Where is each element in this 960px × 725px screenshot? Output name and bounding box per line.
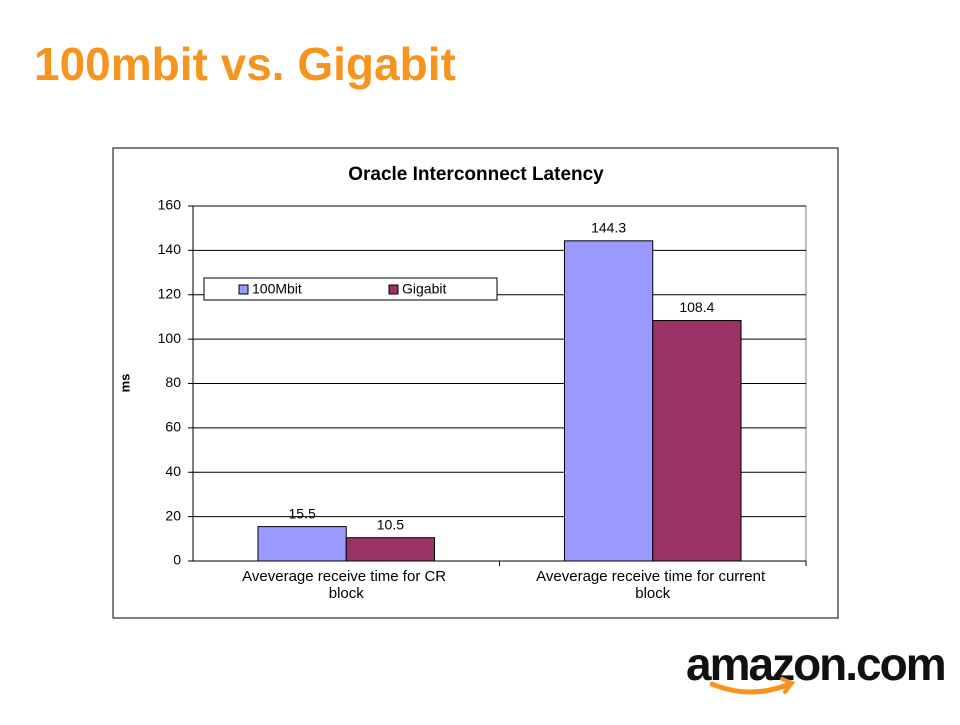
- x-tick-label-line: block: [329, 585, 365, 602]
- plot: 0 20 40 60 80 100 120 140 160 Aveverage receive t…: [158, 197, 807, 602]
- logo-arrow: [780, 677, 796, 694]
- bar: [345, 537, 436, 562]
- y-tick-label: 100: [158, 330, 182, 346]
- x-tick-label-line: Aveverage receive time for current: [536, 568, 769, 585]
- y-tick-label: 0: [173, 552, 181, 568]
- x-tick-label-line: Aveverage receive time for CR: [242, 568, 450, 585]
- slide-title: 100mbit vs. Gigabit: [34, 38, 456, 90]
- x-tick-label-line: block: [635, 585, 671, 602]
- logo-smile: [709, 681, 793, 695]
- legend-swatch: [388, 284, 399, 295]
- legend-label: Gigabit: [402, 281, 446, 297]
- bar: [563, 240, 654, 562]
- value-label: 15.5: [288, 505, 315, 521]
- chart-title: Oracle Interconnect Latency: [348, 164, 604, 185]
- legend-box: [203, 277, 498, 301]
- y-tick-label: 140: [158, 241, 182, 257]
- y-tick-label: 60: [165, 419, 181, 435]
- y-tick-label: 40: [165, 463, 181, 479]
- x-tick-label: Aveverage receive time for CR block: [242, 568, 450, 602]
- logo: amazon.com: [686, 638, 945, 690]
- y-tick-label: 80: [165, 374, 181, 390]
- x-tick-label: Aveverage receive time for current block: [536, 568, 769, 602]
- bar: [652, 319, 742, 562]
- y-axis-label: ms: [117, 374, 132, 393]
- value-label: 144.3: [591, 220, 626, 236]
- bar: [257, 526, 347, 562]
- value-label: 108.4: [679, 299, 714, 315]
- value-label: 10.5: [377, 516, 404, 532]
- legend-label: 100Mbit: [252, 281, 302, 297]
- y-tick-label: 20: [165, 507, 181, 523]
- legend-swatch: [238, 284, 249, 295]
- y-tick-label: 160: [158, 197, 182, 213]
- y-tick-label: 120: [158, 285, 182, 301]
